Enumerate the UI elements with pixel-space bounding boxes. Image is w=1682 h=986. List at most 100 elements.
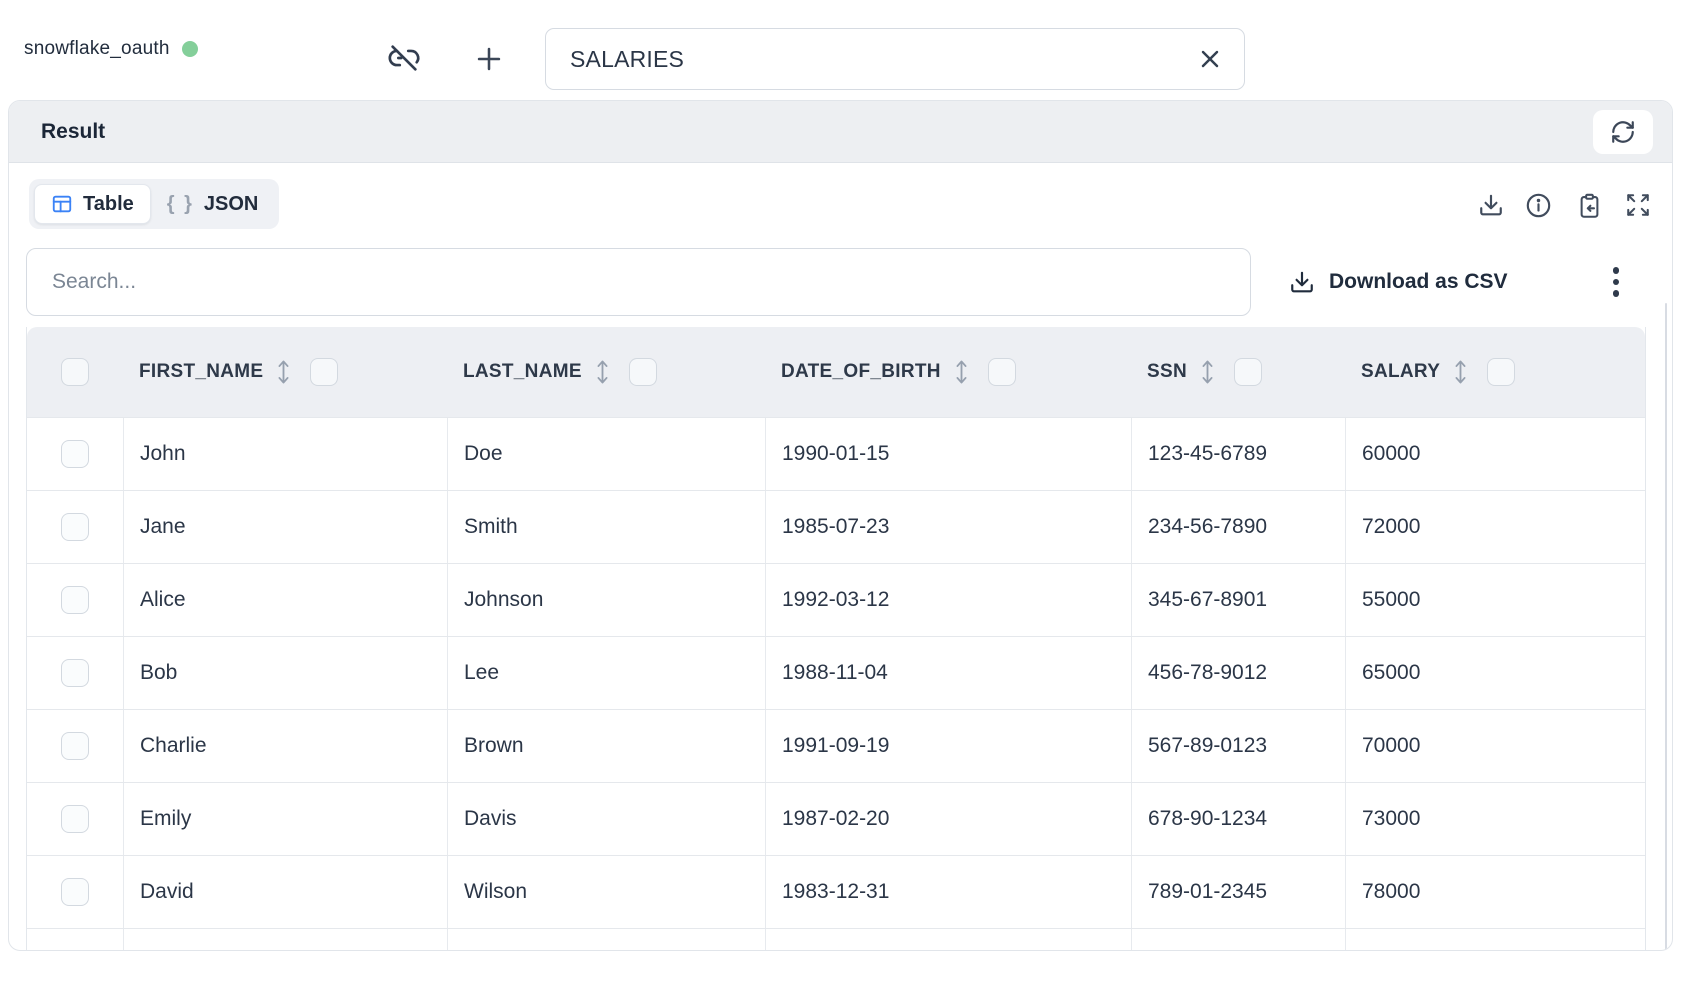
row-checkbox[interactable] [61,586,89,614]
cell-last-name: Wilson [447,856,765,928]
cell-last-name: Doe [447,418,765,490]
x-icon [1196,45,1224,73]
download-csv-button[interactable]: Download as CSV [1289,258,1508,306]
cell-first-name: Alice [123,564,447,636]
more-options-button[interactable] [1599,259,1633,305]
cell-date-of-birth: 1985-07-23 [765,491,1131,563]
row-select-cell [27,418,123,490]
cell-ssn: 678-90-1234 [1131,783,1345,855]
table-row: Charlie Brown 1991-09-19 567-89-0123 70000 [27,709,1645,782]
cell-last-name: Smith [447,491,765,563]
cell-last-name: Lee [447,637,765,709]
row-checkbox[interactable] [61,440,89,468]
download-result-button[interactable] [1473,187,1509,223]
cell-date-of-birth: 1988-11-04 [765,637,1131,709]
sort-up-down-icon[interactable] [1201,358,1214,386]
cell-last-name: Brown [447,710,765,782]
cell-salary: 70000 [1345,710,1645,782]
cell-salary: 60000 [1345,418,1645,490]
cell-date-of-birth: 1991-09-19 [765,710,1131,782]
tab-table-label: Table [83,192,134,215]
column-label: DATE_OF_BIRTH [781,361,941,382]
download-icon [1289,269,1315,295]
result-panel-header: Result [9,101,1672,163]
column-label: SSN [1147,361,1187,382]
clipboard-paste-icon [1576,192,1603,219]
table-row: Emily Davis 1987-02-20 678-90-1234 73000 [27,782,1645,855]
row-checkbox[interactable] [61,732,89,760]
tab-json-label: JSON [203,192,259,215]
result-title: Result [41,120,106,143]
row-select-cell [27,856,123,928]
table-row: David Wilson 1983-12-31 789-01-2345 78000 [27,855,1645,928]
row-checkbox[interactable] [61,513,89,541]
row-checkbox[interactable] [61,805,89,833]
row-select-cell [27,783,123,855]
cell-ssn: 789-01-2345 [1131,856,1345,928]
table-row-partial [27,928,1645,950]
sort-up-down-icon[interactable] [1454,358,1467,386]
row-checkbox[interactable] [61,878,89,906]
expand-button[interactable] [1620,187,1656,223]
cell-ssn: 567-89-0123 [1131,710,1345,782]
clear-table-name-button[interactable] [1188,37,1232,81]
cell-first-name [123,929,447,950]
copy-to-clipboard-button[interactable] [1571,187,1607,223]
cell-last-name: Johnson [447,564,765,636]
column-checkbox-salary[interactable] [1487,358,1516,386]
column-header-first-name: FIRST_NAME [123,327,447,417]
table-row: Bob Lee 1988-11-04 456-78-9012 65000 [27,636,1645,709]
cell-salary: 72000 [1345,491,1645,563]
results-table: FIRST_NAME LAST_NAME DATE_OF_BIRTH SSN [26,327,1646,950]
cell-ssn: 456-78-9012 [1131,637,1345,709]
connection-status-dot [181,41,198,57]
cell-salary: 65000 [1345,637,1645,709]
column-header-last-name: LAST_NAME [447,327,765,417]
connection-name: snowflake_oauth [24,38,170,59]
kebab-menu-icon [1612,267,1620,297]
cell-ssn: 345-67-8901 [1131,564,1345,636]
download-icon [1478,192,1504,218]
cell-first-name: Jane [123,491,447,563]
result-toolbar [9,187,1672,221]
cell-ssn: 234-56-7890 [1131,491,1345,563]
cell-first-name: Emily [123,783,447,855]
cell-salary: 73000 [1345,783,1645,855]
row-select-cell [27,637,123,709]
column-checkbox-ssn[interactable] [1233,358,1262,386]
sort-up-down-icon[interactable] [596,358,609,386]
row-select-cell [27,710,123,782]
cell-date-of-birth: 1983-12-31 [765,856,1131,928]
connection-info: snowflake_oauth [24,0,198,98]
column-checkbox-last-name[interactable] [628,358,657,386]
column-checkbox-date-of-birth[interactable] [987,358,1016,386]
info-button[interactable] [1520,187,1556,223]
table-row: Jane Smith 1985-07-23 234-56-7890 72000 [27,490,1645,563]
add-tab-button[interactable] [466,36,512,82]
column-label: LAST_NAME [463,361,582,382]
select-all-checkbox[interactable] [61,358,89,386]
tab-json[interactable]: { } JSON [151,184,275,224]
sort-up-down-icon[interactable] [955,358,968,386]
table-scrollbar-track[interactable] [1665,303,1667,950]
table-grid-icon [51,193,73,215]
tab-table[interactable]: Table [34,184,151,224]
cell-ssn [1131,929,1345,950]
cell-salary [1345,929,1645,950]
table-name-field [545,28,1245,90]
refresh-button[interactable] [1593,110,1653,154]
cell-salary: 55000 [1345,564,1645,636]
table-header-row: FIRST_NAME LAST_NAME DATE_OF_BIRTH SSN [27,327,1645,417]
column-header-ssn: SSN [1131,327,1345,417]
column-checkbox-first-name[interactable] [310,358,339,386]
table-name-input[interactable] [546,45,1188,73]
search-input[interactable] [26,248,1251,316]
cell-ssn: 123-45-6789 [1131,418,1345,490]
disconnect-button[interactable] [382,36,426,80]
row-checkbox[interactable] [61,659,89,687]
cell-first-name: Bob [123,637,447,709]
refresh-icon [1610,119,1636,145]
top-bar: snowflake_oauth [0,0,1682,98]
sort-up-down-icon[interactable] [277,358,290,386]
cell-date-of-birth: 1990-01-15 [765,418,1131,490]
